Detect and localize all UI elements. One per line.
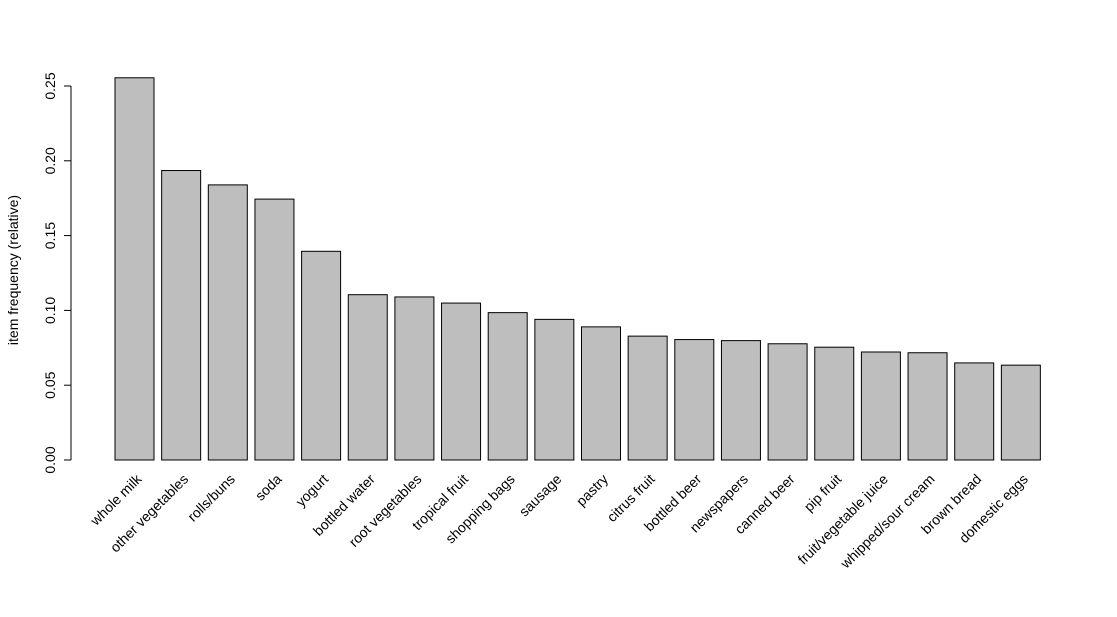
x-tick-label: fruit/vegetable juice bbox=[794, 471, 891, 568]
y-tick-label: 0.00 bbox=[42, 446, 58, 473]
bar bbox=[627, 335, 668, 461]
y-tick-label: 0.15 bbox=[42, 222, 58, 249]
bar bbox=[720, 340, 761, 461]
y-tick-label: 0.25 bbox=[42, 72, 58, 99]
x-tick-label: yogurt bbox=[292, 471, 331, 510]
y-axis: 0.00 0.05 0.10 0.15 0.20 0.25 bbox=[42, 72, 72, 474]
bar bbox=[207, 184, 248, 461]
y-axis-label: item frequency (relative) bbox=[5, 195, 21, 345]
bar bbox=[767, 343, 808, 461]
x-tick-label: rolls/buns bbox=[184, 471, 238, 525]
bar bbox=[814, 346, 855, 461]
bar bbox=[907, 352, 948, 461]
bar bbox=[860, 351, 901, 461]
bar bbox=[161, 170, 202, 461]
bar bbox=[441, 302, 482, 461]
x-tick-label: pip fruit bbox=[801, 471, 845, 515]
bar bbox=[301, 250, 342, 461]
bars bbox=[114, 77, 1041, 461]
bar bbox=[487, 312, 528, 461]
y-tick-label: 0.05 bbox=[42, 371, 58, 398]
bar bbox=[394, 296, 435, 461]
bar bbox=[581, 326, 621, 461]
y-tick-label: 0.10 bbox=[42, 297, 58, 324]
x-tick-label: sausage bbox=[516, 471, 565, 520]
x-tick-label: soda bbox=[252, 471, 285, 504]
bar bbox=[347, 294, 388, 461]
bar bbox=[954, 362, 995, 461]
bar bbox=[534, 318, 575, 461]
bar bbox=[674, 339, 715, 461]
bar bbox=[254, 198, 295, 461]
x-tick-label: pastry bbox=[573, 471, 611, 509]
bar bbox=[114, 77, 155, 461]
bar bbox=[1000, 364, 1041, 461]
y-tick-label: 0.20 bbox=[42, 147, 58, 174]
